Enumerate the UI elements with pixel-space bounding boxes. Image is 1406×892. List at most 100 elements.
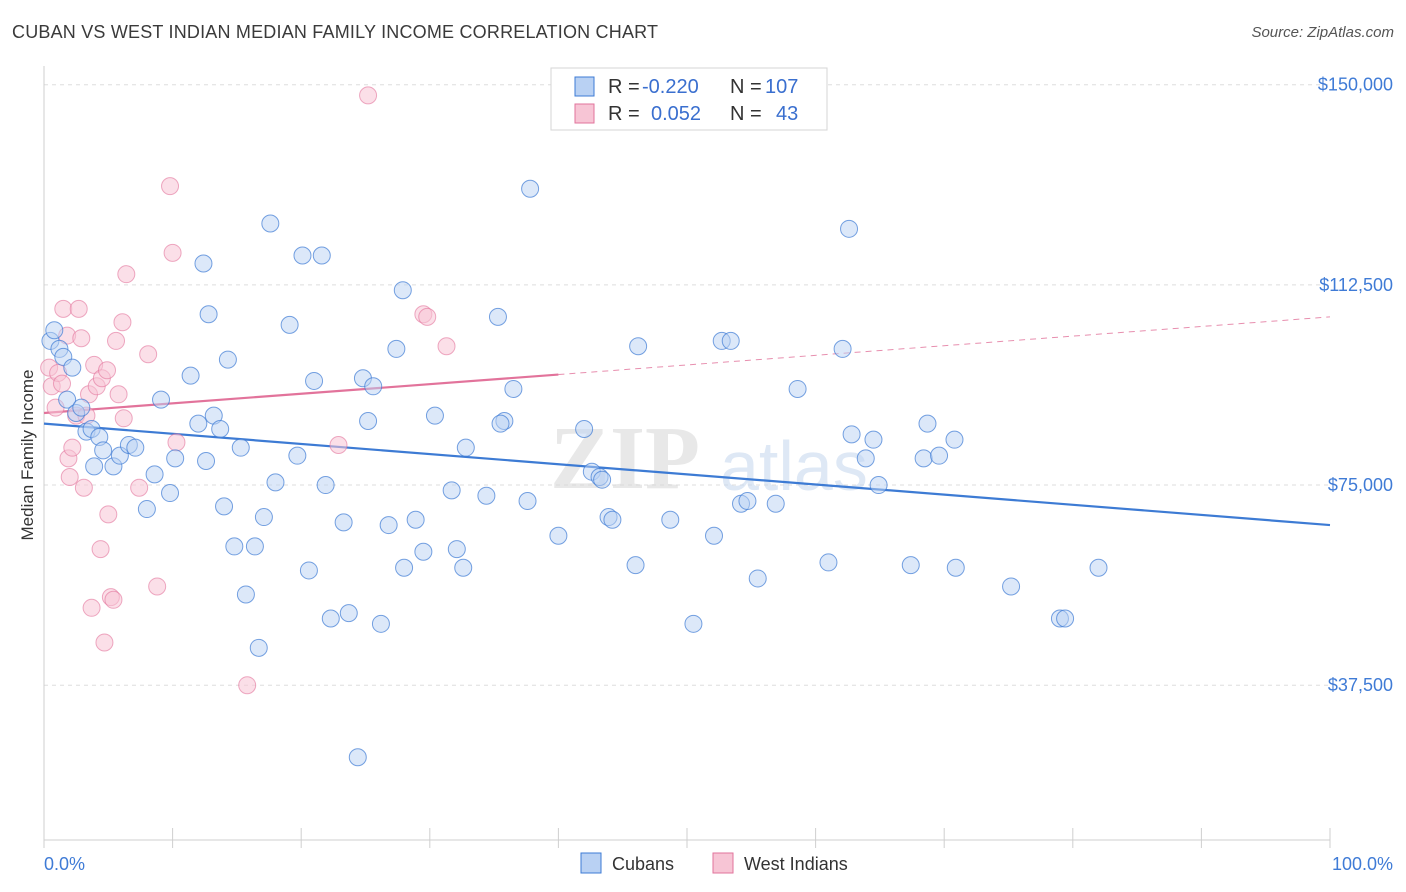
- cubans-point-47: [334, 513, 353, 532]
- legend-r-value-1: -0.220: [642, 76, 699, 98]
- cubans-point-103: [946, 558, 965, 577]
- west-indians-point-27: [109, 385, 128, 404]
- cubans-point-41: [293, 246, 312, 265]
- cubans-point-28: [211, 419, 230, 438]
- west-indians-point-21: [95, 633, 114, 652]
- cubans-point-87: [738, 492, 757, 511]
- west-indians-point-22: [98, 361, 117, 380]
- legend-bottom-swatch-cubans: [580, 852, 602, 874]
- cubans-point-91: [819, 553, 838, 572]
- cubans-point-29: [215, 497, 234, 516]
- cubans-point-88: [748, 569, 767, 588]
- cubans-point-21: [166, 449, 185, 468]
- cubans-point-49: [348, 748, 367, 767]
- y-tick-label-1: $75,000: [1328, 475, 1393, 495]
- cubans-point-98: [901, 556, 920, 575]
- cubans-point-26: [199, 305, 218, 324]
- y-axis-label: Median Family Income: [18, 369, 37, 540]
- cubans-point-25: [197, 452, 216, 471]
- west-indians-point-4: [53, 374, 72, 393]
- west-indians-point-39: [359, 86, 378, 105]
- cubans-point-63: [454, 558, 473, 577]
- cubans-point-24: [194, 254, 213, 273]
- cubans-point-64: [456, 438, 475, 457]
- cubans-point-100: [918, 414, 937, 433]
- source-label: Source: ZipAtlas.com: [1251, 24, 1394, 41]
- cubans-point-83: [705, 526, 724, 545]
- cubans-point-99: [914, 449, 933, 468]
- west-indians-point-33: [148, 577, 167, 596]
- x-tick-labels: 0.0% 100.0%: [44, 854, 1393, 874]
- west-indians-point-31: [130, 478, 149, 497]
- cubans-point-55: [387, 339, 406, 358]
- cubans-point-5: [63, 358, 82, 377]
- cubans-point-16: [126, 438, 145, 457]
- legend-swatch-cubans: [574, 76, 595, 97]
- cubans-point-106: [1056, 609, 1075, 628]
- west-indians-point-36: [167, 433, 186, 452]
- west-indians-point-29: [114, 409, 133, 428]
- cubans-point-40: [288, 446, 307, 465]
- trend-line-west-indians-extension: [558, 316, 1331, 376]
- west-indians-point-35: [163, 243, 182, 262]
- cubans-point-38: [266, 473, 285, 492]
- legend-r-value-2: 0.052: [651, 103, 701, 125]
- trend-line-west-indians: [43, 373, 559, 415]
- cubans-point-48: [339, 604, 358, 623]
- cubans-point-89: [766, 494, 785, 513]
- west-indians-point-9: [63, 438, 82, 457]
- cubans-point-59: [414, 542, 433, 561]
- legend-n-value-1: 107: [765, 76, 798, 98]
- west-indians-point-25: [104, 590, 123, 609]
- cubans-point-66: [488, 307, 507, 326]
- cubans-point-73: [575, 419, 594, 438]
- cubans-point-76: [593, 470, 612, 489]
- west-indians-point-23: [99, 505, 118, 524]
- cubans-point-101: [930, 446, 949, 465]
- west-indians-point-11: [69, 299, 88, 318]
- cubans-point-12: [94, 441, 113, 460]
- cubans-point-58: [406, 510, 425, 529]
- cubans-point-53: [371, 614, 390, 633]
- west-indians-point-34: [161, 177, 180, 196]
- cubans-point-57: [395, 558, 414, 577]
- cubans-point-71: [521, 179, 540, 198]
- x-tick-label-0: 0.0%: [44, 854, 85, 874]
- cubans-point-31: [225, 537, 244, 556]
- cubans-point-46: [321, 609, 340, 628]
- cubans-point-34: [245, 537, 264, 556]
- cubans-point-23: [189, 414, 208, 433]
- west-indians-point-42: [437, 337, 456, 356]
- cubans-point-20: [161, 484, 180, 503]
- cubans-point-19: [152, 390, 171, 409]
- west-indians-point-13: [74, 478, 93, 497]
- cubans-point-35: [249, 638, 268, 657]
- cubans-point-44: [312, 246, 331, 265]
- cubans-point-51: [359, 411, 378, 430]
- cubans-point-60: [425, 406, 444, 425]
- cubans-point-68: [491, 414, 510, 433]
- cubans-point-10: [85, 457, 104, 476]
- cubans-point-78: [603, 510, 622, 529]
- cubans-point-42: [299, 561, 318, 580]
- west-indians-point-30: [117, 265, 136, 284]
- west-indians-point-32: [139, 345, 158, 364]
- cubans-point-72: [549, 526, 568, 545]
- watermark: ZIP atlas: [550, 409, 868, 508]
- cubans-point-90: [788, 379, 807, 398]
- legend-bottom: Cubans West Indians: [580, 852, 848, 874]
- y-tick-label-3: $150,000: [1318, 75, 1393, 95]
- west-indians-point-41: [418, 307, 437, 326]
- legend-box: [550, 67, 828, 131]
- legend-bottom-label-west-indians: West Indians: [744, 854, 848, 874]
- cubans-point-79: [626, 556, 645, 575]
- chart-title: CUBAN VS WEST INDIAN MEDIAN FAMILY INCOM…: [12, 22, 659, 42]
- cubans-point-52: [364, 377, 383, 396]
- cubans-point-7: [72, 398, 91, 417]
- west-indians-point-8: [60, 468, 79, 487]
- west-indians-point-19: [91, 540, 110, 559]
- cubans-point-102: [945, 430, 964, 449]
- west-indians-points: [40, 86, 456, 695]
- cubans-point-37: [261, 214, 280, 233]
